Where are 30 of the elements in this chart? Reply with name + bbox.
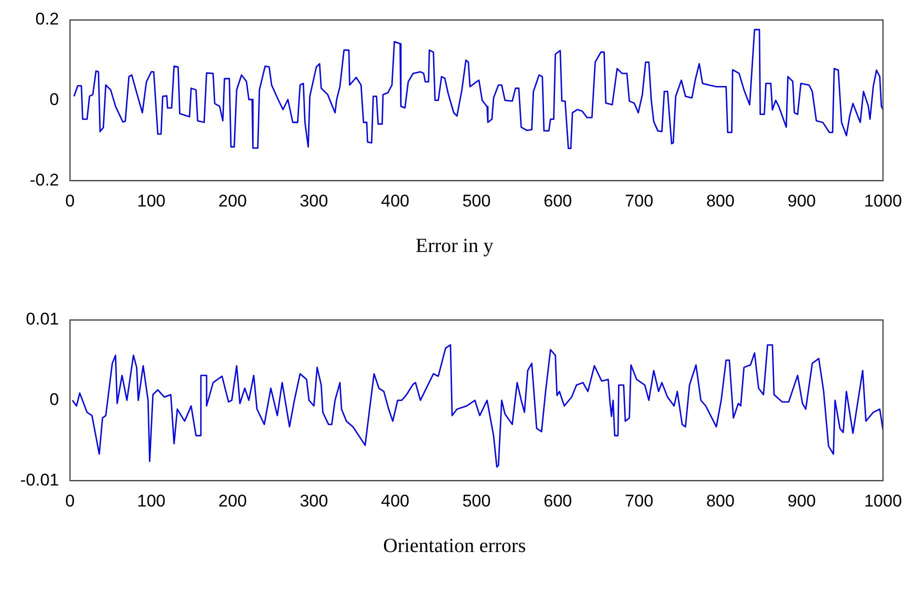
y-tick-label: 0.2 (35, 10, 59, 29)
y-tick-label: -0.01 (20, 470, 59, 490)
y-tick-label: 0 (50, 90, 59, 109)
x-tick-label: 200 (218, 191, 247, 210)
x-tick-label: 100 (137, 191, 166, 210)
x-tick-label: 400 (381, 191, 410, 210)
x-tick-label: 200 (218, 491, 247, 510)
x-tick-label: 300 (300, 191, 328, 210)
x-tick-label: 400 (381, 491, 410, 510)
x-tick-label: 800 (706, 491, 735, 510)
x-tick-label: 600 (544, 191, 572, 210)
x-tick-label: 500 (462, 191, 491, 210)
y-tick-label: -0.2 (30, 170, 59, 190)
x-tick-label: 900 (788, 491, 816, 510)
x-tick-label: 500 (462, 491, 491, 510)
x-tick-label: 1000 (864, 191, 902, 210)
x-tick-label: 900 (788, 191, 816, 210)
x-tick-label: 300 (300, 491, 328, 510)
x-tick-label: 800 (706, 191, 735, 210)
text: Error in y (414, 235, 494, 258)
x-tick-label: 600 (544, 491, 572, 510)
text: Orientation errors (382, 535, 527, 558)
y-tick-label: 0 (50, 390, 59, 409)
y-tick-label: 0.01 (26, 310, 59, 329)
x-tick-label: 700 (624, 491, 654, 510)
x-tick-label: 100 (137, 491, 166, 510)
x-tick-label: 0 (65, 191, 75, 210)
x-tick-label: 700 (624, 191, 654, 210)
x-tick-label: 1000 (864, 491, 902, 510)
x-tick-label: 0 (65, 491, 75, 510)
